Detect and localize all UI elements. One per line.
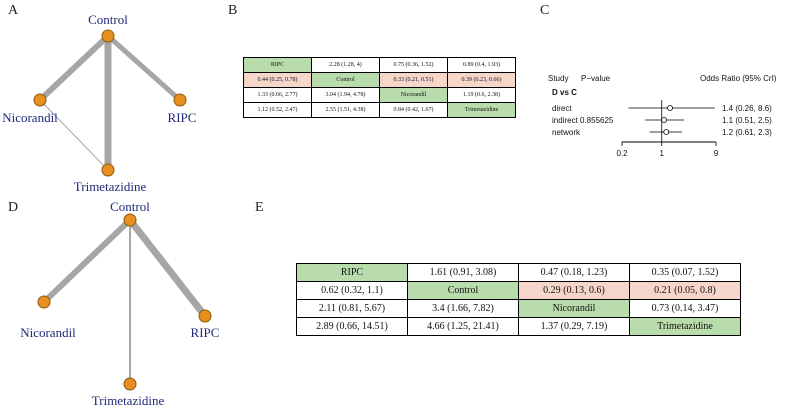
row-label: network [552, 128, 581, 137]
table-cell: Nicorandil [518, 299, 630, 318]
label-control: Control [110, 200, 150, 214]
table-cell: 2.11 (0.81, 5.67) [296, 299, 408, 318]
point-estimate [667, 105, 673, 111]
node-ripc [173, 93, 187, 107]
header-p-value: P−value [581, 74, 611, 83]
table-cell: Trimetazidine [447, 102, 516, 118]
edge-control-ripc [127, 217, 208, 319]
row-label: indirect [552, 116, 579, 125]
label-ripc: RIPC [168, 110, 197, 125]
edge-control-ripc [106, 34, 182, 102]
table-row: 0.44 (0.25, 0.78) Control 0.33 (0.21, 0.… [243, 72, 516, 88]
table-cell: 1.12 (0.52, 2.47) [243, 102, 312, 118]
label-trimetazidine: Trimetazidine [74, 179, 147, 194]
table-row: 2.11 (0.81, 5.67) 3.4 (1.66, 7.82) Nicor… [296, 299, 741, 318]
tick-label: 9 [714, 149, 719, 158]
table-row: RIPC 2.28 (1.28, 4) 0.75 (0.36, 1.52) 0.… [243, 57, 516, 73]
forest-rows: direct 1.4 (0.26, 8.6) indirect 0.855625 1.1… [552, 100, 772, 142]
table-cell: 0.21 (0.05, 0.8) [629, 281, 741, 300]
table-cell: 0.62 (0.32, 1.1) [296, 281, 408, 300]
panel-letter-e: E [255, 200, 264, 215]
table-cell: 0.73 (0.14, 3.47) [629, 299, 741, 318]
table-cell: Control [407, 281, 519, 300]
row-ci-text: 1.2 (0.61, 2.3) [722, 128, 772, 137]
table-cell: Control [311, 72, 380, 88]
table-row: RIPC 1.61 (0.91, 3.08) 0.47 (0.18, 1.23)… [296, 263, 741, 282]
edge-control-nicorandil [41, 217, 133, 305]
table-cell: 1.19 (0.6, 2.38) [447, 87, 516, 103]
edge-control-nicorandil [37, 33, 111, 103]
node-nicorandil [37, 295, 51, 309]
table-cell: 2.28 (1.28, 4) [311, 57, 380, 73]
table-cell: 0.84 (0.42, 1.67) [379, 102, 448, 118]
label-control: Control [88, 12, 128, 27]
table-cell: 0.47 (0.18, 1.23) [518, 263, 630, 282]
table-cell: 0.29 (0.13, 0.6) [518, 281, 630, 300]
table-cell: 1.33 (0.66, 2.77) [243, 87, 312, 103]
table-cell: 3.04 (1.94, 4.78) [311, 87, 380, 103]
label-nicorandil: Nicorandil [20, 325, 76, 340]
network-graph-a: Control Nicorandil RIPC Trimetazidine [2, 12, 197, 194]
panel-letter-d: D [8, 200, 19, 215]
table-row: 1.33 (0.66, 2.77) 3.04 (1.94, 4.78) Nico… [243, 87, 516, 103]
league-table-b: RIPC 2.28 (1.28, 4) 0.75 (0.36, 1.52) 0.… [243, 57, 516, 118]
table-cell: 2.89 (0.66, 14.51) [296, 317, 408, 336]
table-cell: 2.55 (1.51, 4.38) [311, 102, 380, 118]
tick-label: 0.2 [616, 149, 628, 158]
table-cell: 0.75 (0.36, 1.52) [379, 57, 448, 73]
tick-label: 1 [660, 149, 665, 158]
table-cell: 0.39 (0.23, 0.66) [447, 72, 516, 88]
network-graph-d: Control Nicorandil RIPC Trimetazidine [20, 200, 220, 408]
x-axis-ticks: 0.2 1 9 [616, 142, 719, 158]
node-control [123, 213, 137, 227]
edge-nicorandil-trimetazidine [39, 99, 109, 171]
table-cell: Nicorandil [379, 87, 448, 103]
point-estimate [663, 129, 670, 135]
label-nicorandil: Nicorandil [2, 110, 58, 125]
panel-letter-b: B [228, 3, 238, 18]
panel-letter-a: A [8, 3, 19, 18]
table-cell: 4.66 (1.25, 21.41) [407, 317, 519, 336]
table-cell: 1.37 (0.29, 7.19) [518, 317, 630, 336]
table-row: 1.12 (0.52, 2.47) 2.55 (1.51, 4.38) 0.84… [243, 102, 516, 118]
label-trimetazidine: Trimetazidine [92, 393, 165, 408]
node-trimetazidine [123, 377, 137, 391]
table-cell: 3.4 (1.66, 7.82) [407, 299, 519, 318]
point-estimate [661, 117, 667, 123]
node-control [101, 29, 115, 43]
node-trimetazidine [101, 163, 115, 177]
table-cell: 0.35 (0.07, 1.52) [629, 263, 741, 282]
panel-letter-c: C [540, 3, 550, 18]
header-study: Study [548, 74, 568, 83]
row-label: direct [552, 104, 572, 113]
node-nicorandil [33, 93, 47, 107]
table-cell: Trimetazidine [629, 317, 741, 336]
node-ripc [198, 309, 212, 323]
forest-plot: Study P−value Odds Ratio (95% CrI) D vs … [548, 74, 777, 158]
row-p-value: 0.855625 [580, 116, 614, 125]
league-table-e: RIPC 1.61 (0.91, 3.08) 0.47 (0.18, 1.23)… [296, 263, 741, 336]
table-cell: 0.89 (0.4, 1.93) [447, 57, 516, 73]
comparison-label: D vs C [552, 88, 577, 97]
table-cell: RIPC [243, 57, 312, 73]
table-cell: 0.33 (0.21, 0.51) [379, 72, 448, 88]
table-cell: RIPC [296, 263, 408, 282]
row-ci-text: 1.1 (0.51, 2.5) [722, 116, 772, 125]
table-cell: 1.61 (0.91, 3.08) [407, 263, 519, 282]
row-ci-text: 1.4 (0.26, 8.6) [722, 104, 772, 113]
label-ripc: RIPC [191, 325, 220, 340]
header-odds-ratio: Odds Ratio (95% CrI) [700, 74, 777, 83]
table-cell: 0.44 (0.25, 0.78) [243, 72, 312, 88]
table-row: 0.62 (0.32, 1.1) Control 0.29 (0.13, 0.6… [296, 281, 741, 300]
table-row: 2.89 (0.66, 14.51) 4.66 (1.25, 21.41) 1.… [296, 317, 741, 336]
